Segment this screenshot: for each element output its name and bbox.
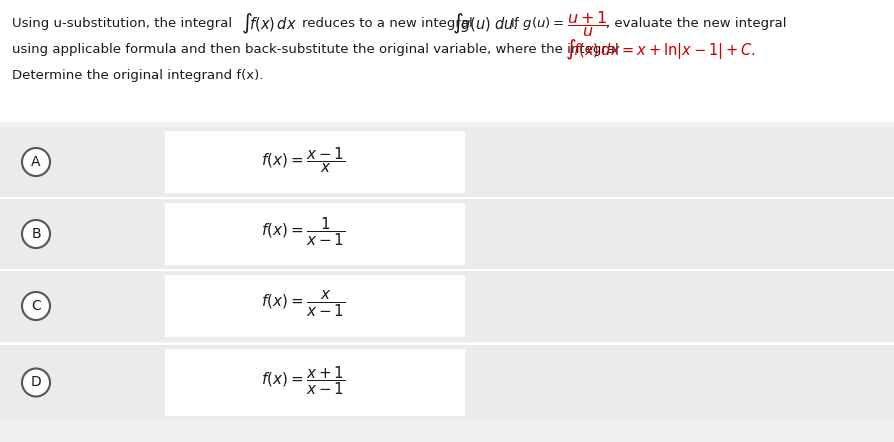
Text: , evaluate the new integral: , evaluate the new integral bbox=[606, 18, 787, 30]
Text: A: A bbox=[31, 155, 41, 169]
Text: $\int\!f(x)\,dx = x + \ln|x-1| + C.$: $\int\!f(x)\,dx = x + \ln|x-1| + C.$ bbox=[565, 38, 755, 62]
Text: reduces to a new integral: reduces to a new integral bbox=[302, 18, 473, 30]
FancyBboxPatch shape bbox=[0, 271, 894, 341]
Bar bbox=[0, 197, 894, 199]
Bar bbox=[0, 343, 894, 345]
FancyBboxPatch shape bbox=[0, 345, 894, 420]
Text: B: B bbox=[31, 227, 41, 241]
Text: $\int\!f(x)\,dx$: $\int\!f(x)\,dx$ bbox=[241, 12, 297, 36]
FancyBboxPatch shape bbox=[0, 127, 894, 197]
Text: D: D bbox=[30, 376, 41, 389]
FancyBboxPatch shape bbox=[0, 0, 894, 122]
Text: $f(x) = \dfrac{1}{x-1}$: $f(x) = \dfrac{1}{x-1}$ bbox=[261, 216, 345, 248]
FancyBboxPatch shape bbox=[165, 275, 465, 337]
FancyBboxPatch shape bbox=[165, 131, 465, 193]
Text: using applicable formula and then back-substitute the original variable, where t: using applicable formula and then back-s… bbox=[12, 43, 619, 57]
Text: $f(x) = \dfrac{x}{x-1}$: $f(x) = \dfrac{x}{x-1}$ bbox=[261, 289, 345, 319]
Text: C: C bbox=[31, 299, 41, 313]
FancyBboxPatch shape bbox=[165, 349, 465, 416]
Text: $f(x) = \dfrac{x-1}{x}$: $f(x) = \dfrac{x-1}{x}$ bbox=[261, 145, 345, 175]
Text: If $g(u) =$: If $g(u) =$ bbox=[510, 15, 564, 33]
Bar bbox=[0, 269, 894, 271]
Text: $f(x) = \dfrac{x+1}{x-1}$: $f(x) = \dfrac{x+1}{x-1}$ bbox=[261, 364, 345, 397]
Text: $\int\!g(u)\;du.$: $\int\!g(u)\;du.$ bbox=[452, 12, 518, 36]
Circle shape bbox=[22, 369, 50, 396]
Text: Using u-substitution, the integral: Using u-substitution, the integral bbox=[12, 18, 232, 30]
FancyBboxPatch shape bbox=[165, 203, 465, 265]
Circle shape bbox=[22, 148, 50, 176]
FancyBboxPatch shape bbox=[0, 199, 894, 269]
Circle shape bbox=[22, 292, 50, 320]
Text: $\dfrac{u+1}{u}$: $\dfrac{u+1}{u}$ bbox=[567, 9, 609, 39]
Circle shape bbox=[22, 220, 50, 248]
Text: Determine the original integrand f(x).: Determine the original integrand f(x). bbox=[12, 69, 264, 83]
